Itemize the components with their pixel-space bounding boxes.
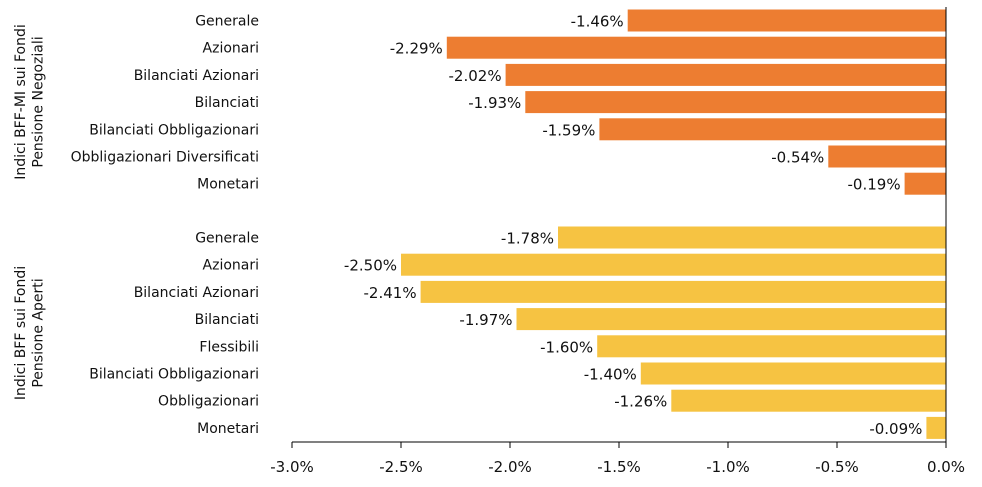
category-label: Bilanciati Obbligazionari	[89, 367, 259, 383]
x-tick-label: -0.5%	[815, 458, 859, 476]
bar-0-3	[525, 91, 946, 114]
group-label: Indici BFF sui Fondi Pensione Aperti	[13, 266, 47, 400]
category-label: Monetari	[197, 421, 259, 437]
category-label: Bilanciati	[195, 312, 259, 328]
bar-0-6	[904, 172, 946, 195]
bar-1-5	[640, 362, 946, 385]
bar-1-4	[597, 335, 946, 358]
x-tick-label: 0.0%	[927, 458, 965, 476]
value-label: -2.41%	[364, 284, 417, 302]
value-label: -2.29%	[390, 40, 443, 58]
value-label: -0.54%	[771, 149, 824, 167]
category-label: Azionari	[203, 41, 259, 57]
category-label: Bilanciati Azionari	[134, 68, 259, 84]
bar-0-2	[505, 63, 946, 86]
category-label: Monetari	[197, 177, 259, 193]
bar-0-1	[446, 36, 946, 59]
value-label: -2.50%	[344, 257, 397, 275]
value-label: -1.26%	[614, 393, 667, 411]
bar-0-0	[627, 9, 946, 32]
value-label: -1.78%	[501, 230, 554, 248]
bar-1-3	[516, 308, 946, 331]
value-label: -1.59%	[542, 121, 595, 139]
value-label: -1.97%	[459, 311, 512, 329]
group-label: Indici BFF-MI sui Fondi Pensione Negozial…	[13, 24, 47, 180]
bar-1-0	[558, 226, 946, 249]
bar-0-4	[599, 118, 946, 141]
value-label: -0.09%	[869, 420, 922, 438]
group-labels: Indici BFF-MI sui Fondi Pensione Negozial…	[13, 24, 47, 400]
category-label: Generale	[195, 14, 259, 30]
value-label: -1.60%	[540, 338, 593, 356]
category-label: Azionari	[203, 258, 259, 274]
bar-1-6	[671, 389, 946, 412]
bar-0-5	[828, 145, 946, 168]
category-label: Generale	[195, 231, 259, 247]
category-label: Flessibili	[199, 339, 259, 355]
category-label: Bilanciati Azionari	[134, 285, 259, 301]
x-tick-label: -3.0%	[270, 458, 314, 476]
labels-layer: Generale -1.46% Azionari -2.29% Bilanciati A…	[71, 13, 923, 438]
category-label: Obbligazionari	[158, 394, 259, 410]
x-tick-label: -1.5%	[597, 458, 641, 476]
x-tick-label: -1.0%	[706, 458, 750, 476]
bar-1-7	[926, 416, 946, 439]
value-label: -1.93%	[468, 94, 521, 112]
value-label: -1.40%	[584, 366, 637, 384]
bars-layer	[401, 9, 947, 439]
bar-1-2	[420, 280, 947, 303]
category-label: Obbligazionari Diversificati	[71, 150, 259, 166]
value-label: -0.19%	[848, 176, 901, 194]
x-tick-label: -2.5%	[379, 458, 423, 476]
x-tick-label: -2.0%	[488, 458, 532, 476]
bar-1-1	[401, 253, 946, 276]
category-label: Bilanciati Obbligazionari	[89, 122, 259, 138]
value-label: -2.02%	[449, 67, 502, 85]
category-label: Bilanciati	[195, 95, 259, 111]
value-label: -1.46%	[571, 13, 624, 31]
x-axis: -3.0% -2.5% -2.0% -1.5% -1.0% -0.5% 0.0%	[270, 7, 965, 476]
